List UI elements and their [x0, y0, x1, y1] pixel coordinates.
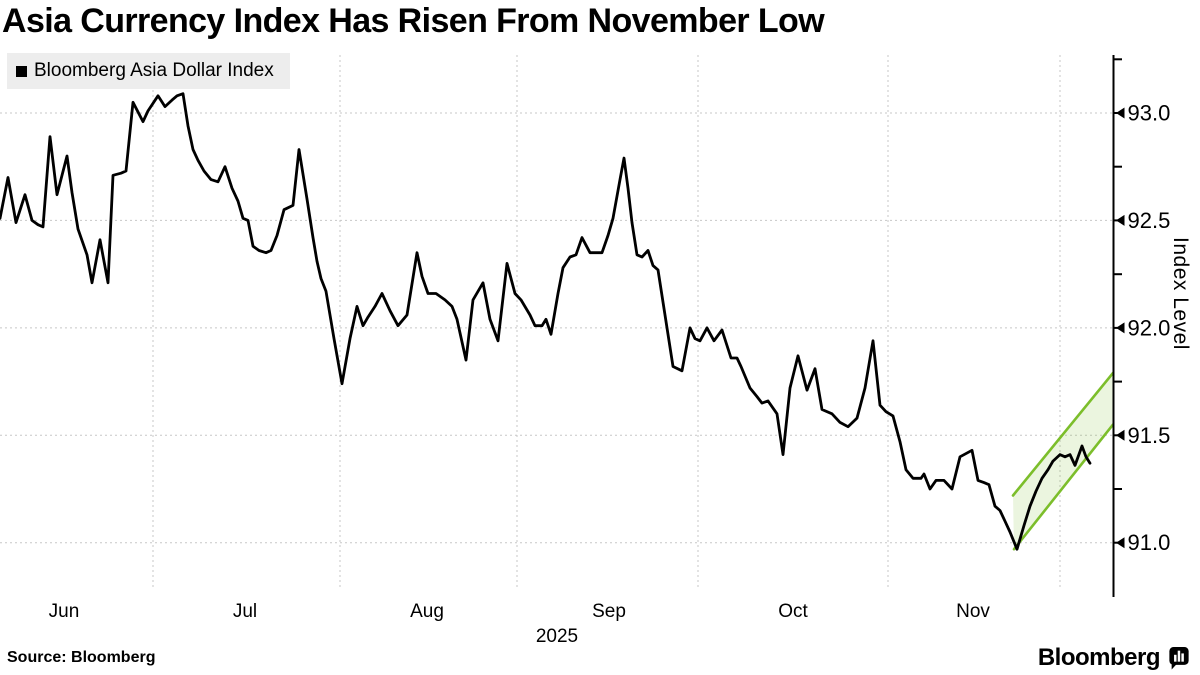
- y-tick-arrow-icon: [1116, 537, 1125, 549]
- legend: Bloomberg Asia Dollar Index: [7, 53, 290, 89]
- bloomberg-logo: Bloomberg: [1038, 644, 1190, 672]
- legend-swatch-icon: [16, 65, 27, 77]
- x-month-label: Oct: [778, 601, 808, 622]
- y-tick-arrow-icon: [1116, 214, 1125, 226]
- x-month-label: Jul: [233, 601, 257, 622]
- x-month-label: Sep: [592, 601, 626, 622]
- bloomberg-terminal-icon: [1169, 647, 1189, 670]
- bloomberg-logo-text: Bloomberg: [1037, 644, 1161, 671]
- y-tick-arrow-icon: [1116, 429, 1125, 441]
- x-year-label: 2025: [536, 626, 578, 647]
- projection-channel-lower-line: [1012, 423, 1115, 551]
- y-tick-label: 93.0: [1128, 101, 1171, 126]
- x-month-label: Jun: [49, 601, 80, 622]
- x-month-label: Aug: [410, 601, 444, 622]
- index-line-series: [0, 92, 1092, 551]
- projection-channel-upper-line: [1011, 371, 1115, 497]
- legend-label: Bloomberg Asia Dollar Index: [34, 60, 274, 81]
- y-tick-label: 91.0: [1128, 530, 1171, 555]
- projection-channel-fill: [1013, 373, 1113, 550]
- y-tick-arrow-icon: [1116, 107, 1125, 119]
- y-tick-arrow-icon: [1116, 322, 1125, 334]
- x-month-label: Nov: [956, 601, 990, 622]
- y-tick-label: 92.5: [1128, 208, 1171, 233]
- y-tick-label: 91.5: [1128, 423, 1171, 448]
- y-axis-title: Index Level: [1169, 237, 1192, 350]
- chart-title: Asia Currency Index Has Risen From Novem…: [2, 2, 825, 40]
- source-note: Source: Bloomberg: [7, 649, 156, 666]
- y-tick-label: 92.0: [1128, 315, 1171, 340]
